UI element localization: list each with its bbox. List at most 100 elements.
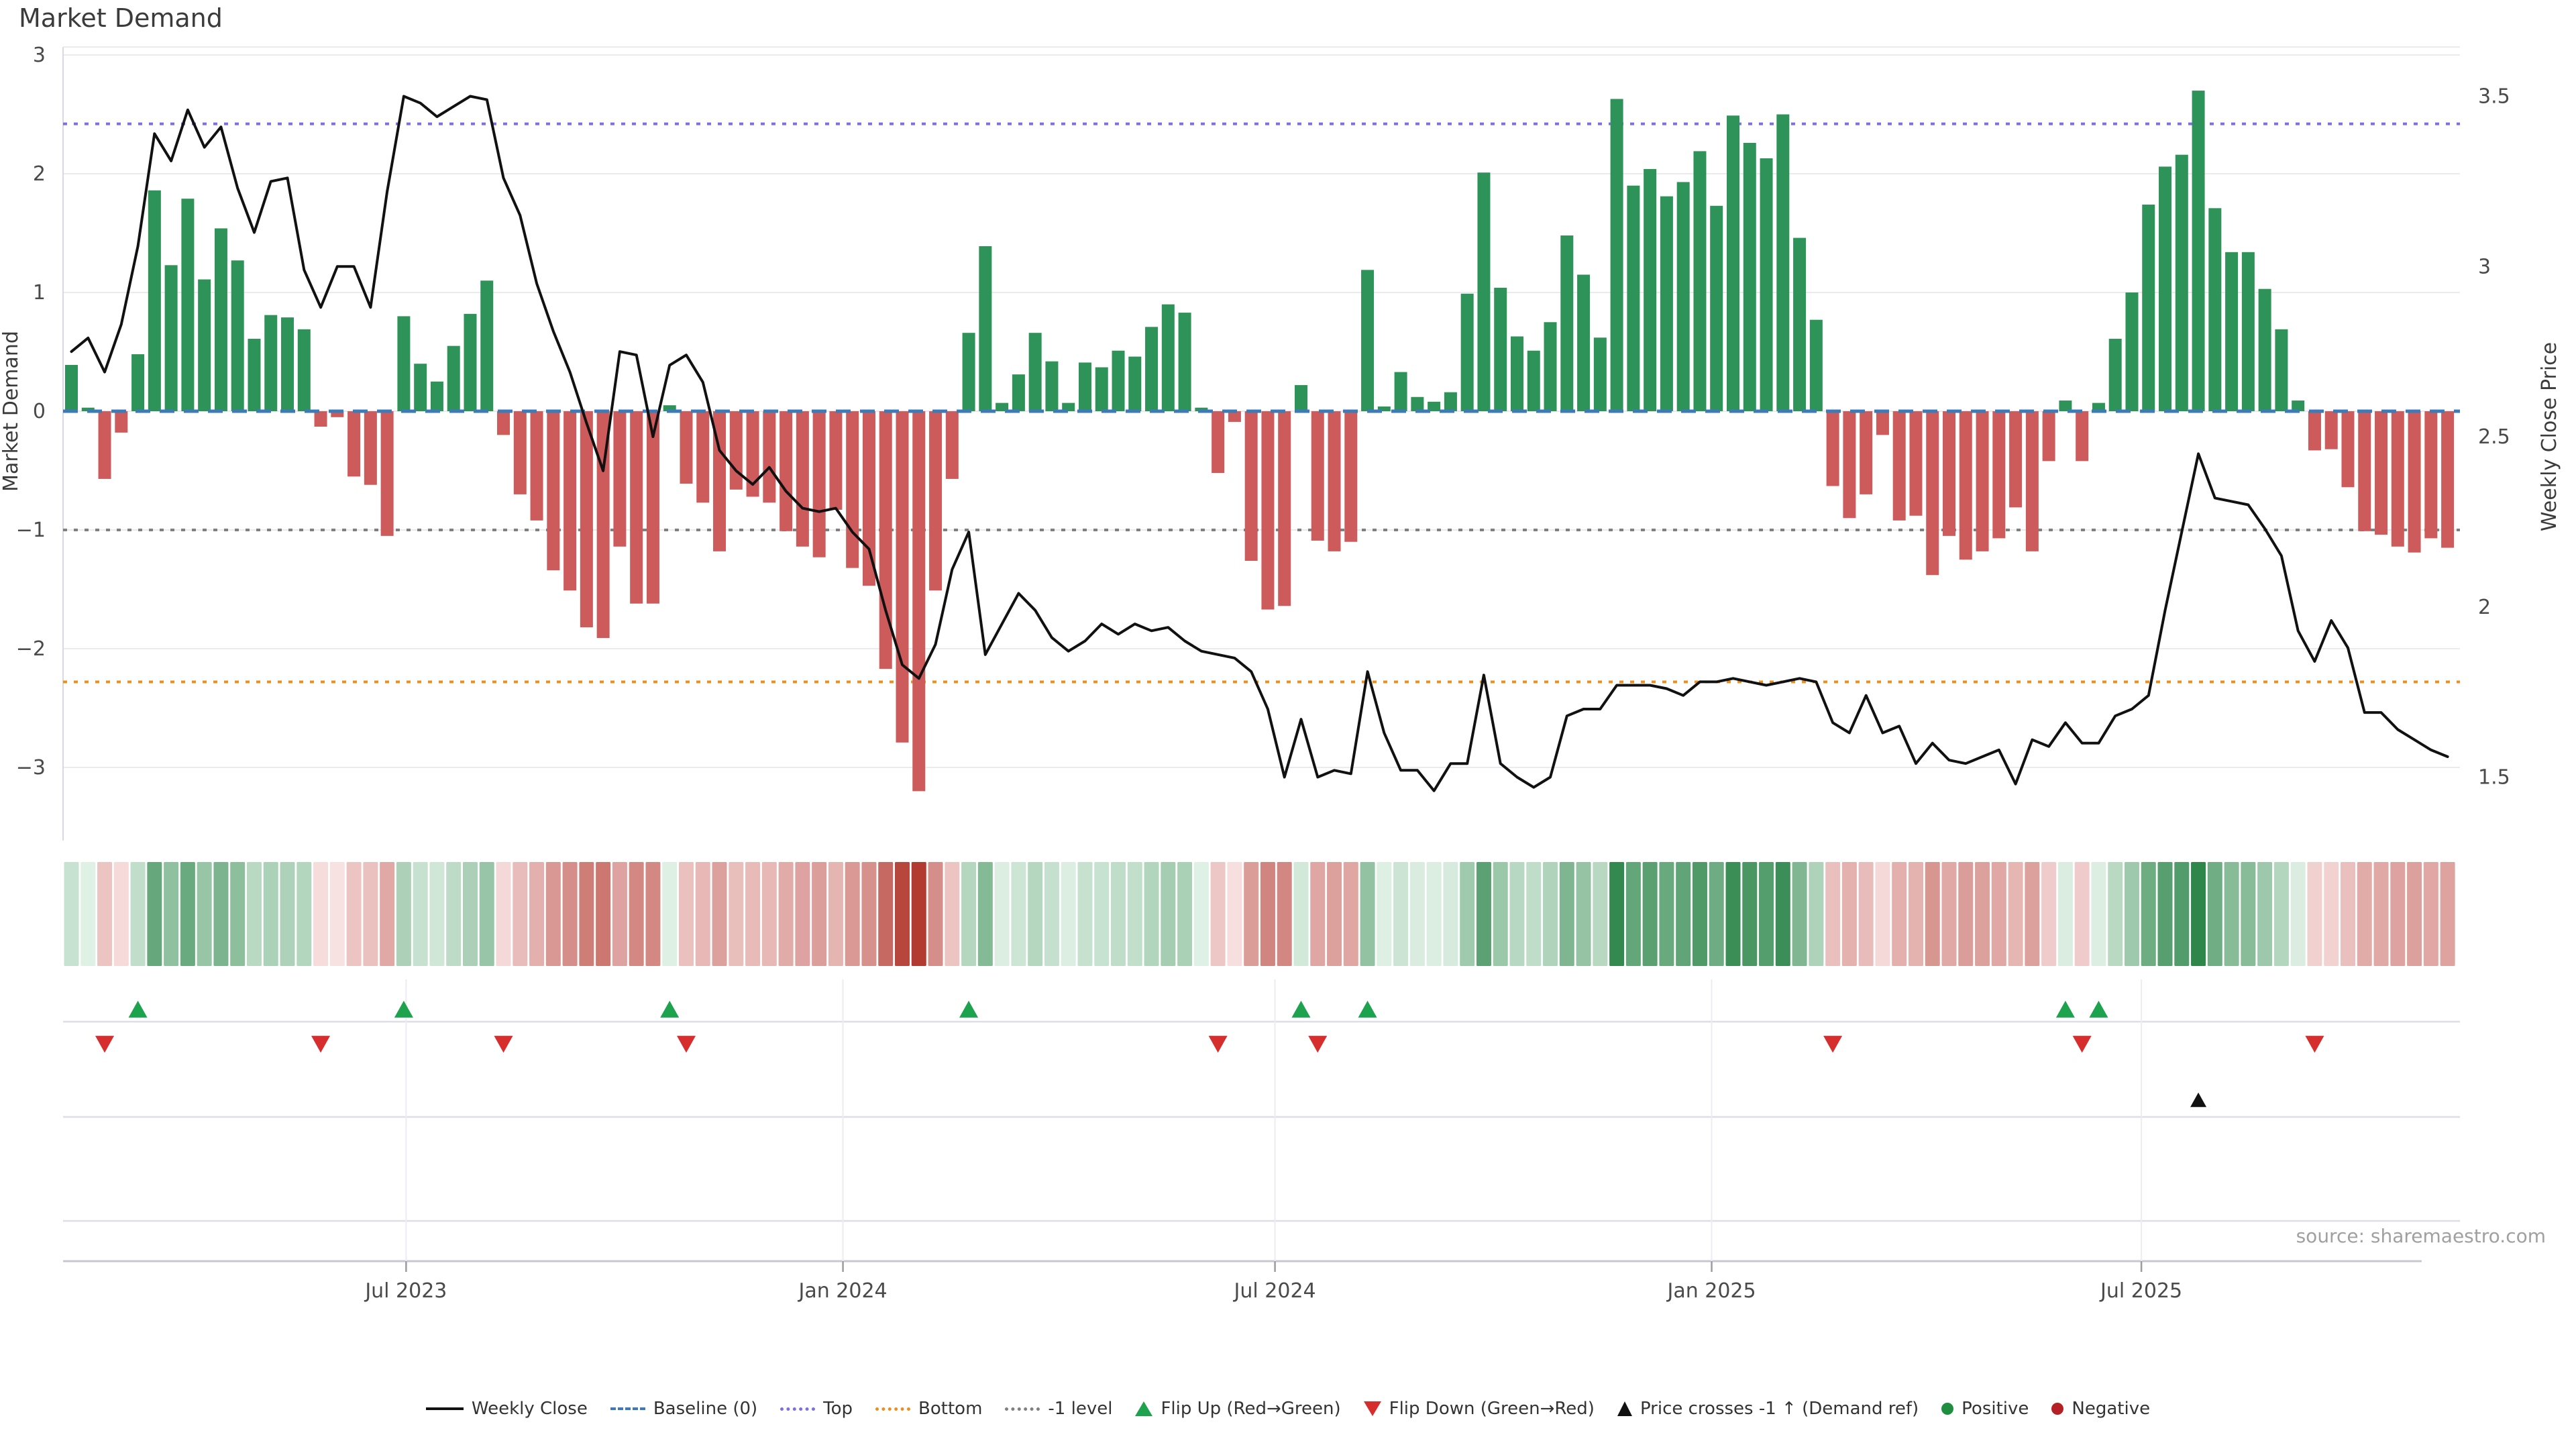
bar-positive [231,260,244,411]
bar-negative [2408,411,2421,553]
bar-negative [1992,411,2006,539]
x-tick-label: Jul 2023 [364,1279,447,1303]
bar-positive [1593,337,1607,411]
bar-positive [1510,336,1523,411]
bar-negative [331,411,344,417]
bar-positive [2175,154,2188,411]
legend-item: Price crosses -1 ↑ (Demand ref) [1617,1399,1919,1419]
bar-negative [1959,411,1972,560]
bar-negative [1278,411,1291,606]
dot-orange-icon [875,1407,911,1411]
x-tick-label: Jul 2024 [1233,1279,1316,1303]
bar-negative [1344,411,1358,542]
bar-positive [1095,367,1108,411]
marker-lanes [63,1020,2460,1263]
bar-positive [214,228,227,411]
line-icon [425,1407,464,1410]
bar-positive [1577,274,1591,411]
bar-negative [1860,411,1873,494]
tri-up-green-icon [1135,1401,1153,1416]
bar-positive [198,279,211,411]
right-axis-label: Weekly Close Price [2538,342,2561,531]
bar-positive [2125,292,2139,411]
svg-text:−3: −3 [16,756,46,780]
bar-negative [513,411,527,494]
bar-positive [281,317,294,411]
bar-positive [1710,205,1723,411]
bar-positive [1078,362,1091,411]
bar-positive [1145,327,1159,411]
bar-positive [248,339,261,411]
flip-down-marker [2072,1036,2092,1053]
bar-negative [1926,411,1939,576]
bar-positive [1776,114,1790,411]
bar-positive [1361,270,1375,411]
bar-positive [1428,401,1441,411]
bar-positive [2275,329,2288,411]
bar-positive [2258,288,2271,411]
bar-negative [2009,411,2023,508]
bar-positive [2292,400,2305,411]
bar-positive [2159,166,2172,411]
bar-negative [596,411,610,639]
bar-positive [464,313,477,411]
flip-down-marker [2305,1036,2324,1053]
bar-negative [1909,411,1923,516]
axis-ticks: 3 2 1 0 −1 −2 −3 3.5 3 2.5 2 1.5 [16,44,2510,790]
bar-negative [780,411,793,531]
bar-negative [796,411,809,547]
bar-positive [2142,205,2155,411]
svg-text:−1: −1 [16,519,46,542]
bar-positive [1693,151,1707,411]
legend: Weekly Close Baseline (0) Top Bottom -1 leve… [0,1399,2576,1419]
svg-text:2.5: 2.5 [2478,425,2510,449]
dot-purple-icon [780,1407,816,1411]
bar-positive [264,315,278,411]
bar-positive [1178,313,1191,411]
bar-negative [630,411,643,604]
bar-positive [1627,185,1640,411]
bar-negative [2441,411,2455,548]
bar-positive [2208,208,2222,411]
bar-positive [1494,287,1507,411]
x-tick-label: Jul 2025 [2099,1279,2182,1303]
bar-negative [713,411,727,551]
bar-positive [414,364,427,411]
legend-label: Baseline (0) [653,1399,758,1419]
left-axis-label: Market Demand [0,331,23,492]
flip-down-marker [1823,1036,1843,1053]
legend-item: -1 level [1005,1399,1112,1419]
bar-positive [81,407,95,411]
bar-positive [1394,372,1407,411]
bar-positive [1610,99,1623,412]
bar-negative [2042,411,2055,462]
bar-negative [380,411,394,536]
flip-down-marker [494,1036,513,1053]
bar-positive [2192,91,2205,411]
bar-positive [1676,182,1690,411]
flip-down-marker [311,1036,331,1053]
bar-negative [364,411,377,485]
bar-positive [1760,158,1773,412]
x-tick-label: Jan 2025 [1666,1279,1756,1303]
bar-negative [1892,411,1906,521]
bar-negative [929,411,943,591]
bar-positive [1444,392,1457,411]
demand-bars [65,91,2455,792]
bar-positive [1644,168,1657,412]
bar-positive [1660,196,1673,411]
svg-text:3: 3 [33,44,46,67]
bar-negative [862,411,875,586]
legend-label: Positive [1962,1399,2029,1419]
bar-negative [1212,411,1225,474]
bar-positive [996,402,1009,411]
bar-positive [1294,385,1307,411]
bar-negative [945,411,959,479]
bar-negative [896,411,909,743]
bar-negative [347,411,361,477]
bar-positive [1377,406,1391,411]
reference-lines [63,122,2460,684]
svg-text:0: 0 [33,400,46,423]
bar-negative [846,411,859,568]
flip-up-marker [1358,1000,1377,1018]
